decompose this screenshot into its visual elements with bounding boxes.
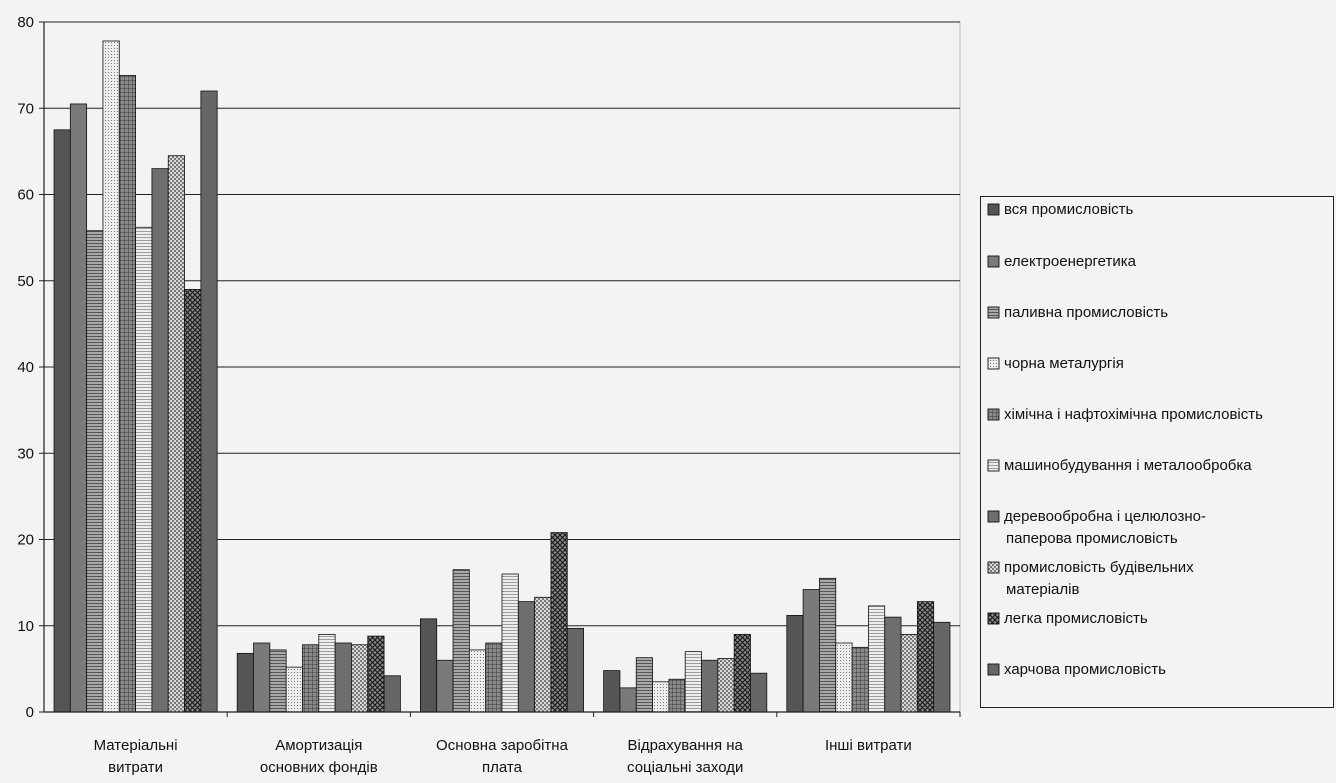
bar	[603, 670, 621, 713]
bar	[53, 129, 71, 713]
bar	[534, 596, 552, 713]
bar	[302, 644, 320, 713]
bar	[86, 230, 104, 713]
y-tick-label: 70	[17, 100, 34, 117]
y-tick-label: 20	[17, 532, 34, 549]
bar	[684, 651, 702, 713]
bar	[253, 642, 271, 713]
axis-labels: 0 10 20 30 40 50 60 70 80 Матеріальні витрати Аморт…	[17, 14, 911, 776]
bar	[635, 657, 653, 713]
bar	[452, 569, 470, 713]
bar	[900, 633, 918, 713]
x-category-label: Амортизація	[275, 737, 362, 754]
bar	[717, 658, 735, 713]
x-category-label: основних фондів	[260, 759, 378, 776]
bar	[884, 616, 902, 713]
bar	[933, 621, 951, 713]
bar	[802, 589, 820, 713]
x-category-label: соціальні заходи	[627, 759, 743, 776]
x-category-label: Основна заробітна	[436, 737, 569, 754]
bar	[167, 155, 185, 713]
bar	[184, 288, 202, 713]
bar	[200, 90, 218, 713]
bar	[367, 635, 385, 713]
legend-box	[980, 196, 1334, 708]
bar	[566, 627, 585, 713]
bar	[485, 642, 503, 713]
y-tick-label: 60	[17, 187, 34, 204]
y-tick-label: 30	[17, 445, 34, 462]
y-tick-label: 50	[17, 273, 34, 290]
bar	[383, 675, 401, 713]
y-tick-label: 10	[17, 618, 34, 635]
bar	[419, 618, 438, 713]
bar	[819, 577, 837, 713]
bars	[53, 40, 951, 713]
bar	[550, 532, 568, 713]
bar	[318, 633, 336, 713]
bar	[835, 642, 853, 713]
bar	[733, 633, 751, 713]
bar	[619, 687, 637, 713]
bar	[668, 678, 686, 713]
bar	[851, 646, 869, 713]
bar	[701, 659, 719, 713]
y-tick-label: 0	[26, 704, 34, 721]
y-tick-label: 80	[17, 14, 34, 31]
bar	[868, 605, 886, 713]
axes	[39, 21, 961, 717]
x-category-label: витрати	[108, 759, 163, 776]
x-category-label: Матеріальні	[94, 737, 178, 754]
x-category-label: Інші витрати	[825, 737, 912, 754]
bar	[151, 168, 169, 713]
x-category-label: Відрахування на	[627, 737, 743, 754]
y-tick-label: 40	[17, 359, 34, 376]
bar	[436, 659, 454, 713]
bar	[334, 642, 352, 713]
bar	[69, 103, 88, 713]
bar	[652, 681, 670, 713]
bar	[750, 672, 768, 713]
bar	[786, 615, 804, 713]
bar	[102, 40, 120, 713]
bar	[916, 601, 935, 713]
bar	[118, 75, 136, 713]
bar	[517, 601, 536, 713]
bar	[351, 644, 369, 713]
bar	[501, 573, 519, 713]
bar	[269, 649, 287, 713]
bar	[135, 226, 153, 713]
bar	[285, 666, 303, 713]
bar	[236, 652, 254, 713]
bar	[468, 649, 487, 713]
x-category-label: плата	[482, 759, 523, 776]
